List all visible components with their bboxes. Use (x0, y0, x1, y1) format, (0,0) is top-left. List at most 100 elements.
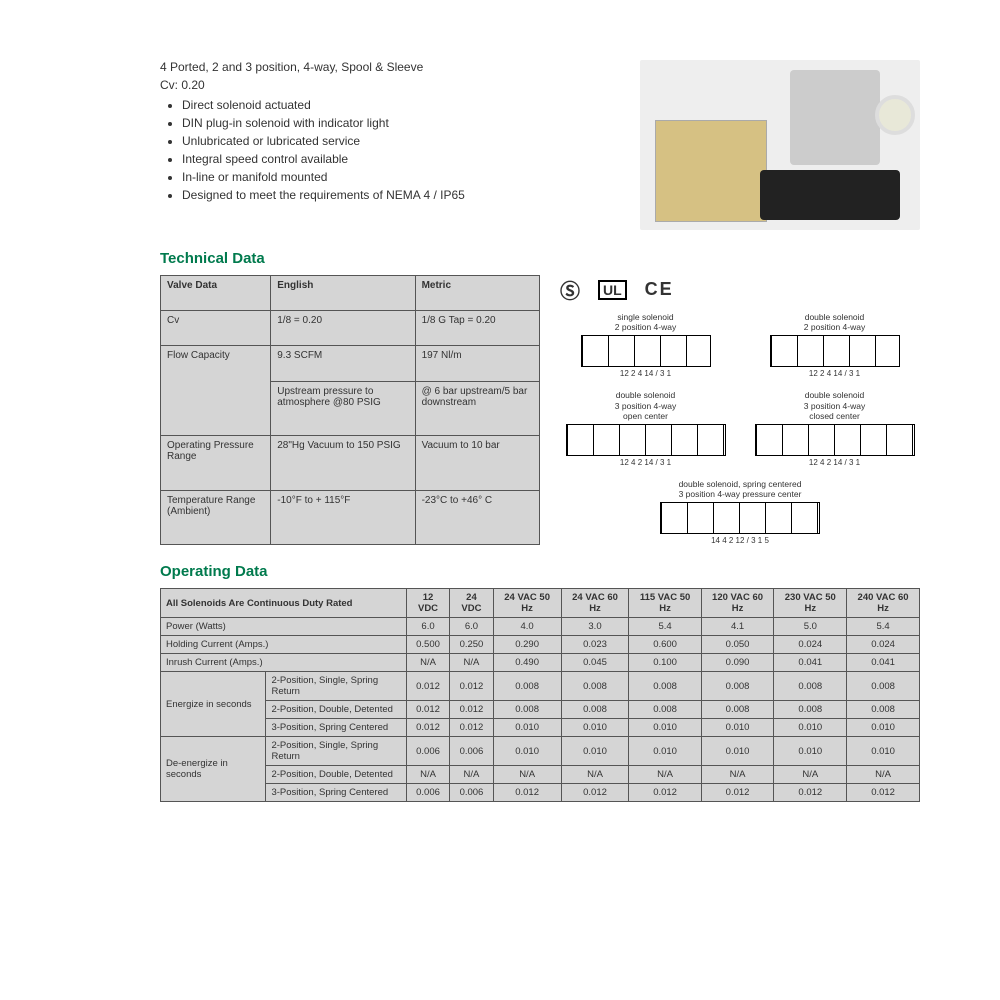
bullet-item: Direct solenoid actuated (182, 98, 620, 112)
td: 28"Hg Vacuum to 150 PSIG (271, 436, 415, 491)
td: N/A (701, 766, 774, 784)
table-row: Energize in seconds2-Position, Single, S… (161, 672, 920, 701)
symbol-label: double solenoid, spring centered 3 posit… (560, 479, 920, 499)
td: 0.500 (406, 636, 449, 654)
td: Flow Capacity (161, 346, 271, 436)
symbol-label: single solenoid 2 position 4-way (560, 312, 731, 332)
td: 5.4 (847, 618, 920, 636)
symbol-diagram-icon (770, 335, 900, 367)
td: 2-Position, Double, Detented (266, 701, 406, 719)
table-row: Temperature Range (Ambient) -10°F to + 1… (161, 490, 540, 545)
td: 5.4 (629, 618, 701, 636)
td: 4.1 (701, 618, 774, 636)
th: 12 VDC (406, 589, 449, 618)
td: 9.3 SCFM (271, 346, 415, 381)
th: 24 VDC (450, 589, 493, 618)
table-row: Operating Pressure Range 28"Hg Vacuum to… (161, 436, 540, 491)
symbol-diagram-icon (755, 424, 915, 456)
td: Temperature Range (Ambient) (161, 490, 271, 545)
td: 0.041 (847, 654, 920, 672)
th: Valve Data (161, 276, 271, 311)
symbols-area: UL CE single solenoid 2 position 4-way12… (560, 275, 920, 545)
td: N/A (774, 766, 847, 784)
td: 5.0 (774, 618, 847, 636)
symbol-ports: 12 4 2 14 / 3 1 (560, 458, 731, 467)
bullet-item: DIN plug-in solenoid with indicator ligh… (182, 116, 620, 130)
td: 0.010 (629, 737, 701, 766)
td: 1/8 = 0.20 (271, 311, 415, 346)
td: N/A (406, 654, 449, 672)
td: 0.010 (701, 737, 774, 766)
ul-icon: UL (598, 280, 627, 300)
td: 3.0 (561, 618, 629, 636)
td: De-energize in seconds (161, 737, 266, 802)
symbol-diagram-icon (660, 502, 820, 534)
symbol-label: double solenoid 2 position 4-way (749, 312, 920, 332)
th: Metric (415, 276, 539, 311)
td: Holding Current (Amps.) (161, 636, 407, 654)
bullet-item: Designed to meet the requirements of NEM… (182, 188, 620, 202)
td: Operating Pressure Range (161, 436, 271, 491)
td: 0.490 (493, 654, 561, 672)
symbol-ports: 12 2 4 14 / 3 1 (749, 369, 920, 378)
td: 0.290 (493, 636, 561, 654)
table-row: 3-Position, Spring Centered0.0060.0060.0… (161, 784, 920, 802)
td: 1/8 G Tap = 0.20 (415, 311, 539, 346)
td: 0.090 (701, 654, 774, 672)
td: 0.050 (701, 636, 774, 654)
td: 3-Position, Spring Centered (266, 784, 406, 802)
table-row: All Solenoids Are Continuous Duty Rated1… (161, 589, 920, 618)
bullet-item: Unlubricated or lubricated service (182, 134, 620, 148)
td: -23°C to +46° C (415, 490, 539, 545)
valve-symbol: double solenoid 3 position 4-way closed … (749, 390, 920, 467)
product-cap-icon (790, 70, 880, 165)
td: 2-Position, Single, Spring Return (266, 672, 406, 701)
top-section: 4 Ported, 2 and 3 position, 4-way, Spool… (160, 60, 920, 230)
operating-data-table: All Solenoids Are Continuous Duty Rated1… (160, 588, 920, 802)
td: 0.012 (406, 672, 449, 701)
td: 0.024 (774, 636, 847, 654)
td: 0.010 (847, 737, 920, 766)
td: 0.023 (561, 636, 629, 654)
td: 0.008 (493, 672, 561, 701)
td: 0.012 (406, 719, 449, 737)
td: 0.012 (561, 784, 629, 802)
td: 0.012 (701, 784, 774, 802)
table-row: 2-Position, Double, DetentedN/AN/AN/AN/A… (161, 766, 920, 784)
valve-symbol: double solenoid 2 position 4-way 12 2 4 1… (749, 312, 920, 378)
feature-bullets: Direct solenoid actuated DIN plug-in sol… (160, 98, 620, 202)
td: 0.041 (774, 654, 847, 672)
td: 4.0 (493, 618, 561, 636)
td: N/A (450, 654, 493, 672)
table-row: 2-Position, Double, Detented0.0120.0120.… (161, 701, 920, 719)
th: 230 VAC 50 Hz (774, 589, 847, 618)
td: N/A (406, 766, 449, 784)
td: 0.008 (561, 701, 629, 719)
td: 0.008 (847, 672, 920, 701)
product-image (640, 60, 920, 230)
td: -10°F to + 115°F (271, 490, 415, 545)
td: 6.0 (406, 618, 449, 636)
td: 0.008 (561, 672, 629, 701)
td: 0.045 (561, 654, 629, 672)
td: 2-Position, Double, Detented (266, 766, 406, 784)
td: 0.010 (701, 719, 774, 737)
bullet-item: In-line or manifold mounted (182, 170, 620, 184)
bullet-item: Integral speed control available (182, 152, 620, 166)
table-row: Cv 1/8 = 0.20 1/8 G Tap = 0.20 (161, 311, 540, 346)
th: 24 VAC 50 Hz (493, 589, 561, 618)
td: 0.012 (629, 784, 701, 802)
product-ring-icon (875, 95, 915, 135)
td: 0.006 (406, 784, 449, 802)
table-row: Valve Data English Metric (161, 276, 540, 311)
td: 0.010 (629, 719, 701, 737)
td: 197 Nl/m (415, 346, 539, 381)
td: 0.012 (406, 701, 449, 719)
td: 0.010 (493, 737, 561, 766)
td: 0.008 (493, 701, 561, 719)
td: 0.010 (847, 719, 920, 737)
td: 0.012 (450, 672, 493, 701)
operating-data-heading: Operating Data (160, 563, 920, 580)
td: 2-Position, Single, Spring Return (266, 737, 406, 766)
td: N/A (493, 766, 561, 784)
